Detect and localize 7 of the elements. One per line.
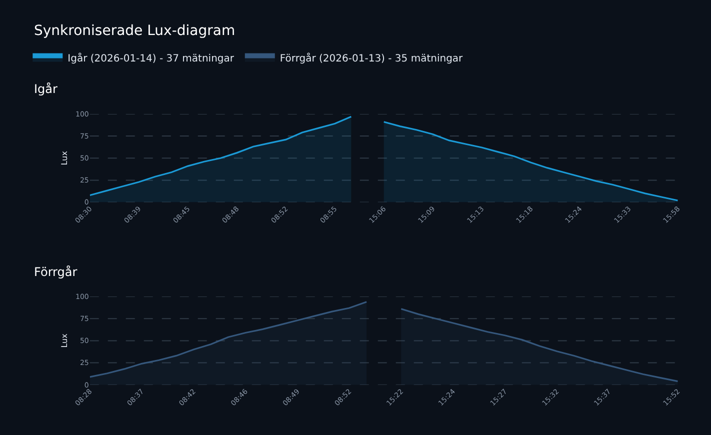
chart-title: Synkroniserade Lux-diagram bbox=[34, 23, 236, 39]
chart-subtitle: Igår bbox=[34, 82, 58, 96]
y-axis-title: Lux bbox=[60, 333, 70, 348]
y-axis-title: Lux bbox=[60, 150, 70, 166]
chart-title: Förrgår bbox=[34, 265, 78, 279]
legend-label: Igår (2026-01-14) - 37 mätningar bbox=[68, 52, 235, 65]
legend-label: Förrgår (2026-01-13) - 35 mätningar bbox=[280, 52, 464, 65]
